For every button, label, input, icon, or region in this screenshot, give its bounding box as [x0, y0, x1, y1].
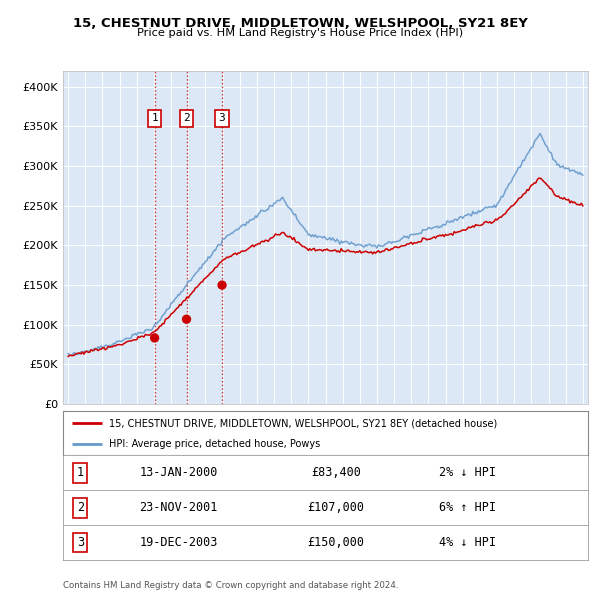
Text: 19-DEC-2003: 19-DEC-2003 — [139, 536, 218, 549]
Text: 2% ↓ HPI: 2% ↓ HPI — [439, 466, 496, 480]
Text: 1: 1 — [151, 113, 158, 123]
Text: 2: 2 — [183, 113, 190, 123]
Text: £107,000: £107,000 — [308, 501, 365, 514]
Text: 13-JAN-2000: 13-JAN-2000 — [139, 466, 218, 480]
Point — [150, 333, 160, 343]
Text: Price paid vs. HM Land Registry's House Price Index (HPI): Price paid vs. HM Land Registry's House … — [137, 28, 463, 38]
Text: 2: 2 — [77, 501, 84, 514]
Text: 4% ↓ HPI: 4% ↓ HPI — [439, 536, 496, 549]
Text: 6% ↑ HPI: 6% ↑ HPI — [439, 501, 496, 514]
Text: 3: 3 — [77, 536, 84, 549]
Text: £150,000: £150,000 — [308, 536, 365, 549]
Point — [217, 280, 227, 290]
Text: Contains HM Land Registry data © Crown copyright and database right 2024.
This d: Contains HM Land Registry data © Crown c… — [63, 581, 398, 590]
Point — [182, 314, 191, 324]
Text: 3: 3 — [218, 113, 226, 123]
Text: HPI: Average price, detached house, Powys: HPI: Average price, detached house, Powy… — [109, 438, 320, 448]
Text: 15, CHESTNUT DRIVE, MIDDLETOWN, WELSHPOOL, SY21 8EY (detached house): 15, CHESTNUT DRIVE, MIDDLETOWN, WELSHPOO… — [109, 418, 497, 428]
Text: 15, CHESTNUT DRIVE, MIDDLETOWN, WELSHPOOL, SY21 8EY: 15, CHESTNUT DRIVE, MIDDLETOWN, WELSHPOO… — [73, 17, 527, 30]
Text: £83,400: £83,400 — [311, 466, 361, 480]
Text: 1: 1 — [77, 466, 84, 480]
Text: 23-NOV-2001: 23-NOV-2001 — [139, 501, 218, 514]
